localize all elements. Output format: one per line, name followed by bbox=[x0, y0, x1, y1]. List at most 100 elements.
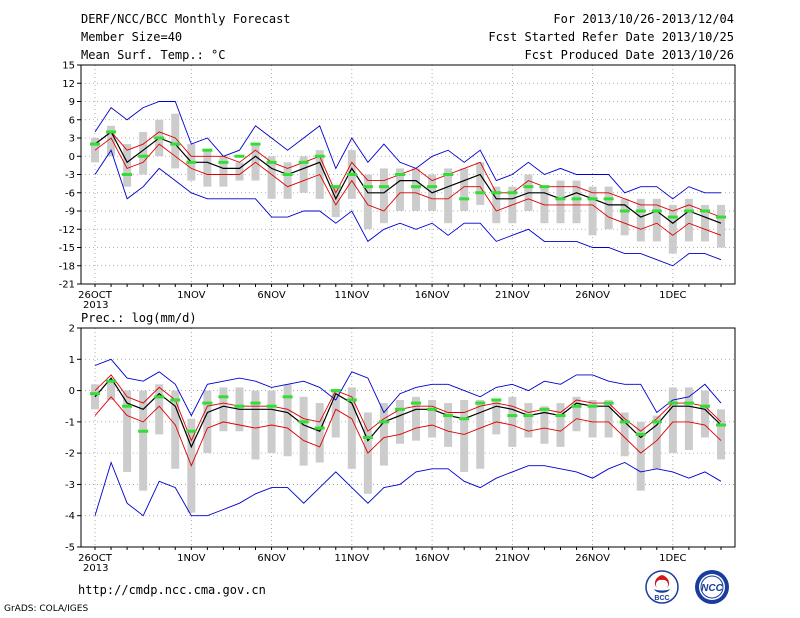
prec-spread-box bbox=[107, 381, 116, 400]
temp-observed-marker bbox=[443, 173, 454, 176]
temp-observed-marker bbox=[523, 185, 534, 189]
prec-ytick-label: -1 bbox=[65, 417, 75, 428]
bcc-logo: BCC bbox=[645, 570, 679, 604]
temp-min-line bbox=[94, 149, 722, 267]
prec-observed-marker bbox=[378, 420, 389, 424]
prec-observed-marker bbox=[154, 395, 165, 399]
temp-spread-box bbox=[267, 156, 276, 199]
prec-observed-marker bbox=[170, 398, 181, 402]
prec-observed-marker bbox=[202, 401, 213, 405]
temp-xtick-label: 21NOV bbox=[495, 290, 530, 301]
temp-observed-marker bbox=[186, 160, 197, 164]
temp-year-label: 2013 bbox=[83, 300, 108, 311]
temp-spread-box bbox=[123, 144, 132, 187]
temp-observed-marker bbox=[122, 173, 133, 176]
prec-observed-marker bbox=[298, 420, 309, 424]
prec-spread-box bbox=[395, 399, 404, 444]
ncc-logo-text: NCC bbox=[701, 583, 723, 594]
temp-observed-marker bbox=[106, 130, 117, 134]
prec-max-line bbox=[94, 358, 722, 417]
prec-observed-marker bbox=[314, 426, 325, 430]
temp-ytick-label: 6 bbox=[69, 115, 75, 126]
temp-observed-marker bbox=[603, 197, 614, 201]
temp-observed-marker bbox=[635, 209, 646, 213]
bcc-logo-text: BCC bbox=[654, 595, 669, 602]
prec-observed-marker bbox=[539, 407, 550, 411]
temp-spread-box bbox=[460, 168, 469, 211]
temp-spread-box bbox=[556, 180, 565, 224]
temp-observed-marker bbox=[154, 136, 165, 140]
temp-spread-box bbox=[572, 180, 581, 224]
temp-mean-line bbox=[94, 130, 722, 224]
prec-spread-box bbox=[171, 390, 180, 469]
temp-observed-marker bbox=[651, 209, 662, 213]
temp-spread-box bbox=[283, 162, 292, 199]
prec-observed-marker bbox=[362, 436, 373, 439]
prec-spread-box bbox=[476, 399, 485, 469]
temp-panel: -21 -18 -15 -12 -9 -6 -3 0 3 6 9 12 15 26OCT 1NOV 6NOV 1… bbox=[59, 61, 736, 311]
temp-observed-marker bbox=[667, 215, 678, 219]
temp-spread-box bbox=[684, 198, 693, 242]
temp-ytick-label: 3 bbox=[69, 134, 75, 145]
prec-observed-marker bbox=[394, 407, 405, 411]
prec-spread-box bbox=[428, 399, 437, 438]
prec-observed-marker bbox=[716, 423, 726, 427]
prec-year-label: 2013 bbox=[83, 563, 108, 574]
prec-spread-box bbox=[267, 390, 276, 454]
prec-observed-marker bbox=[619, 420, 630, 424]
prec-spread-box bbox=[299, 396, 308, 466]
temp-ytick-label: -18 bbox=[59, 261, 75, 272]
prec-observed-marker bbox=[218, 395, 229, 399]
temp-spread-box bbox=[171, 113, 180, 169]
temp-observed-marker bbox=[491, 191, 502, 195]
prec-observed-marker bbox=[699, 404, 710, 408]
variable-label: Mean Surf. Temp.: °C bbox=[81, 48, 226, 62]
temp-ytick-label: 9 bbox=[69, 97, 75, 108]
temp-spread-box bbox=[700, 204, 709, 242]
prec-spread-box bbox=[315, 403, 324, 463]
prec-spread-box bbox=[604, 399, 613, 438]
prec-xtick-label: 26OCT bbox=[78, 553, 113, 564]
temp-xtick-label: 1DEC bbox=[659, 290, 686, 301]
temp-ytick-label: 12 bbox=[62, 79, 75, 90]
temp-spread-box bbox=[331, 186, 340, 218]
temp-observed-marker bbox=[619, 209, 630, 213]
prec-observed-marker bbox=[411, 401, 422, 405]
prec-ytick-label: -2 bbox=[65, 449, 75, 460]
prec-spread-box bbox=[717, 409, 725, 460]
temp-xtick-label: 26NOV bbox=[575, 290, 610, 301]
temp-observed-marker bbox=[699, 209, 710, 213]
prec-mean-line bbox=[94, 377, 722, 449]
prec-spread-box bbox=[588, 399, 597, 438]
temp-observed-marker bbox=[587, 197, 598, 201]
temp-max-line bbox=[94, 101, 721, 200]
prec-observed-marker bbox=[282, 395, 293, 399]
prec-spread-box bbox=[91, 384, 99, 410]
prec-ytick-label: 1 bbox=[69, 355, 75, 366]
temp-observed-marker bbox=[683, 209, 694, 213]
prec-observed-marker bbox=[250, 401, 261, 405]
prec-xtick-label: 26NOV bbox=[575, 553, 610, 564]
temp-observed-marker bbox=[507, 191, 518, 195]
temp-observed-marker bbox=[716, 215, 726, 219]
forecast-period: For 2013/10/26-2013/12/04 bbox=[553, 12, 734, 26]
temp-ytick-label: -3 bbox=[65, 170, 75, 181]
prec-spread-box bbox=[684, 387, 693, 451]
source-url[interactable]: http://cmdp.ncc.cma.gov.cn bbox=[78, 583, 266, 597]
temp-observed-marker bbox=[282, 173, 293, 176]
prec-observed-marker bbox=[667, 401, 678, 405]
prec-spread-box bbox=[540, 406, 549, 444]
temp-observed-marker bbox=[362, 185, 373, 189]
prec-min-line bbox=[94, 461, 722, 517]
temp-xtick-label: 26OCT bbox=[78, 290, 113, 301]
prec-spread-box bbox=[379, 403, 388, 466]
start-date: Fcst Started Refer Date 2013/10/25 bbox=[488, 30, 734, 44]
prec-upper-line bbox=[94, 374, 722, 442]
prec-ytick-label: -5 bbox=[65, 543, 75, 554]
prec-ytick-label: -3 bbox=[65, 480, 75, 491]
prec-panel-title: Prec.: log(mm/d) bbox=[81, 311, 197, 325]
ncc-logo: NCC bbox=[695, 570, 729, 604]
prec-observed-marker bbox=[555, 414, 566, 418]
temp-observed-marker bbox=[394, 173, 405, 176]
